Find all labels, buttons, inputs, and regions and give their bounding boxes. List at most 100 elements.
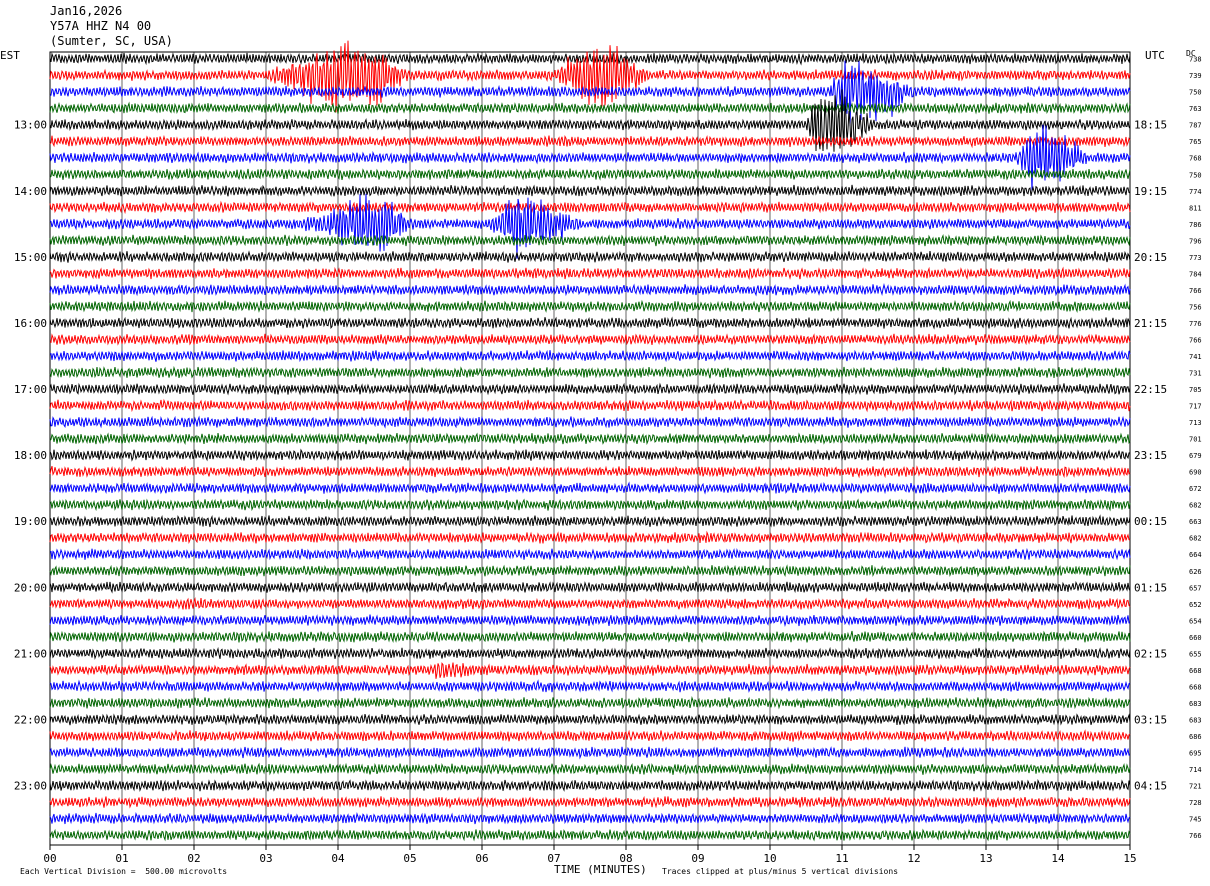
trace-row: [49, 828, 1131, 842]
trace-row: [49, 713, 1131, 726]
trace-row: [49, 193, 1131, 259]
dc-offset-value: 668: [1189, 667, 1202, 675]
trace-row: [49, 167, 1131, 181]
x-tick-label: 06: [475, 852, 488, 865]
utc-time-label: 04:15: [1134, 780, 1167, 793]
x-tick-label: 07: [547, 852, 560, 865]
trace-row: [49, 233, 1131, 247]
est-time-label: 20:00: [14, 581, 47, 594]
trace-row: [49, 481, 1131, 495]
trace-row: [49, 498, 1131, 512]
utc-time-label: 03:15: [1134, 713, 1167, 726]
trace-row: [49, 662, 1131, 679]
x-tick-label: 14: [1051, 852, 1065, 865]
est-label: EST: [0, 49, 20, 62]
trace-row: [49, 398, 1131, 413]
x-tick-label: 09: [691, 852, 704, 865]
x-tick-label: 15: [1123, 852, 1136, 865]
x-tick-label: 04: [331, 852, 345, 865]
dc-offset-value: 773: [1189, 254, 1202, 262]
dc-offset-value: 756: [1189, 303, 1202, 311]
dc-offset-value: 768: [1189, 155, 1202, 163]
est-time-label: 19:00: [14, 515, 47, 528]
dc-offset-value: 750: [1189, 89, 1202, 97]
utc-time-label: 19:15: [1134, 185, 1167, 198]
trace-row: [49, 250, 1131, 264]
dc-offset-value: 776: [1189, 320, 1202, 328]
trace-row: [49, 514, 1131, 528]
dc-offset-value: 705: [1189, 386, 1202, 394]
seismic-traces: [49, 40, 1131, 842]
trace-row: [49, 646, 1131, 660]
trace-row: [49, 266, 1131, 280]
x-tick-label: 02: [187, 852, 200, 865]
dc-offset-value: 657: [1189, 584, 1202, 592]
time-grid: [49, 51, 1131, 846]
dc-offset-value: 721: [1189, 783, 1202, 791]
x-tick-label: 05: [403, 852, 416, 865]
x-tick-label: 12: [907, 852, 920, 865]
utc-time-label: 23:15: [1134, 449, 1167, 462]
dc-offset-value: 686: [1189, 733, 1202, 741]
trace-row: [49, 134, 1131, 149]
est-time-label: 18:00: [14, 449, 47, 462]
est-time-label: 23:00: [14, 780, 47, 793]
trace-row: [49, 746, 1131, 760]
dc-offset-value: 787: [1189, 122, 1202, 130]
header-station: Y57A HHZ N4 00: [50, 19, 152, 33]
trace-row: [49, 530, 1131, 545]
dc-offset-labels: 738 739 750 763 787 765 768 750 774 811 786 796 773 7…: [1189, 56, 1202, 840]
utc-time-label: 21:15: [1134, 317, 1167, 330]
utc-time-label: 20:15: [1134, 251, 1167, 264]
dc-offset-value: 811: [1189, 204, 1202, 212]
est-time-label: 21:00: [14, 647, 47, 660]
dc-offset-value: 738: [1189, 56, 1202, 64]
dc-offset-value: 728: [1189, 799, 1202, 807]
clip-note: Traces clipped at plus/minus 5 vertical …: [662, 867, 899, 876]
utc-time-label: 22:15: [1134, 383, 1167, 396]
utc-time-label: 02:15: [1134, 647, 1167, 660]
dc-offset-value: 739: [1189, 72, 1202, 80]
trace-row: [49, 597, 1131, 611]
dc-offset-value: 714: [1189, 766, 1202, 774]
est-time-label: 16:00: [14, 317, 47, 330]
trace-row: [49, 184, 1131, 198]
trace-row: [49, 778, 1131, 793]
dc-offset-value: 717: [1189, 403, 1202, 411]
dc-offset-value: 652: [1189, 601, 1202, 609]
dc-offset-value: 626: [1189, 568, 1202, 576]
est-time-label: 14:00: [14, 185, 47, 198]
x-axis-title: TIME (MINUTES): [554, 863, 647, 876]
trace-row: [49, 547, 1131, 561]
trace-row: [49, 581, 1131, 594]
dc-offset-value: 663: [1189, 518, 1202, 526]
trace-row: [49, 564, 1131, 578]
x-tick-label: 11: [835, 852, 848, 865]
x-tick-label: 08: [619, 852, 632, 865]
trace-row: [49, 465, 1131, 479]
trace-row: [49, 316, 1131, 330]
dc-offset-value: 766: [1189, 832, 1202, 840]
dc-offset-value: 695: [1189, 749, 1202, 757]
dc-offset-value: 731: [1189, 370, 1202, 378]
dc-offset-value: 701: [1189, 436, 1202, 444]
trace-row: [49, 729, 1131, 743]
dc-offset-value: 750: [1189, 171, 1202, 179]
x-tick-label: 01: [115, 852, 128, 865]
trace-row: [49, 696, 1131, 710]
trace-row: [49, 60, 1131, 127]
x-tick-label: 03: [259, 852, 272, 865]
dc-offset-value: 786: [1189, 221, 1202, 229]
dc-offset-value: 690: [1189, 469, 1202, 477]
dc-offset-value: 660: [1189, 634, 1202, 642]
x-tick-label: 00: [43, 852, 56, 865]
dc-offset-value: 679: [1189, 452, 1202, 460]
dc-offset-value: 713: [1189, 419, 1202, 427]
trace-row: [49, 52, 1131, 66]
header-date: Jan16,2026: [50, 4, 123, 18]
dc-offset-value: 654: [1189, 617, 1202, 625]
dc-offset-value: 683: [1189, 716, 1202, 724]
trace-row: [49, 795, 1131, 809]
trace-row: [49, 349, 1131, 363]
